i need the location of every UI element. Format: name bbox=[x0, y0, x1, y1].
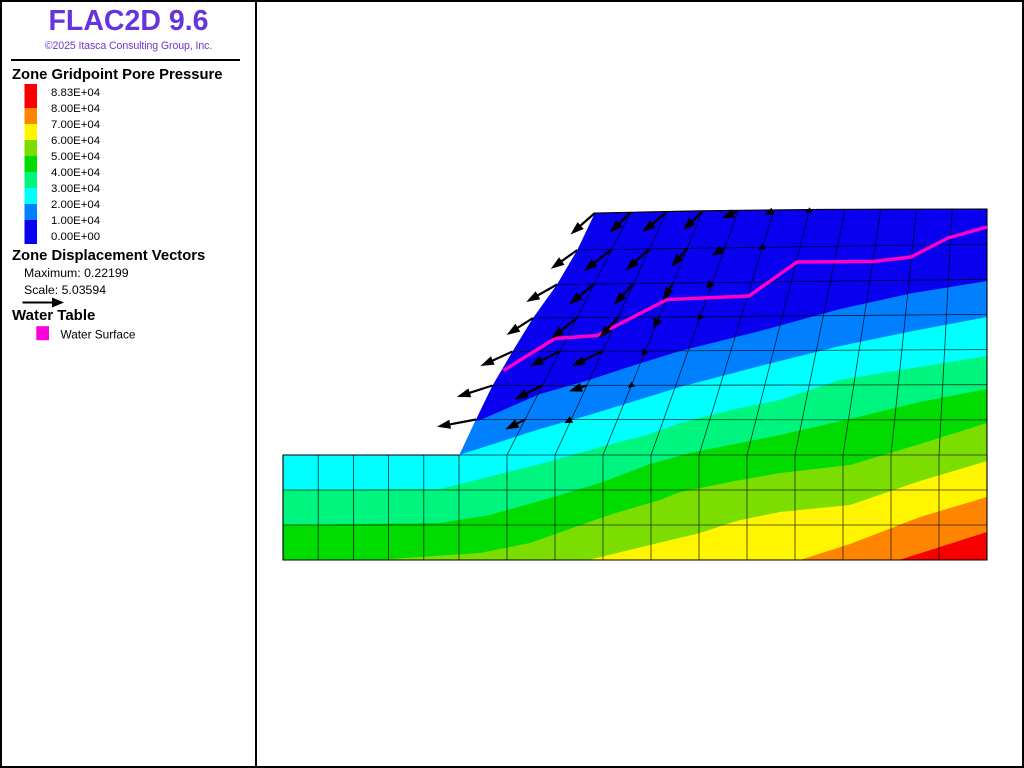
svg-text:4.00E+04: 4.00E+04 bbox=[51, 167, 100, 179]
svg-text:3.00E+04: 3.00E+04 bbox=[51, 183, 100, 195]
svg-text:©2025 Itasca Consulting Group,: ©2025 Itasca Consulting Group, Inc. bbox=[45, 40, 212, 52]
svg-text:7.00E+04: 7.00E+04 bbox=[51, 119, 100, 131]
svg-text:Scale: 5.03594: Scale: 5.03594 bbox=[24, 283, 106, 297]
svg-text:Zone Gridpoint Pore Pressure: Zone Gridpoint Pore Pressure bbox=[12, 67, 223, 83]
svg-text:2.00E+04: 2.00E+04 bbox=[51, 199, 100, 211]
svg-text:FLAC2D 9.6: FLAC2D 9.6 bbox=[49, 5, 209, 37]
svg-text:Maximum: 0.22199: Maximum: 0.22199 bbox=[24, 266, 129, 280]
svg-text:6.00E+04: 6.00E+04 bbox=[51, 135, 100, 147]
svg-text:Water Surface: Water Surface bbox=[61, 328, 136, 342]
svg-text:8.83E+04: 8.83E+04 bbox=[51, 87, 100, 99]
svg-text:5.00E+04: 5.00E+04 bbox=[51, 151, 100, 163]
svg-text:0.00E+00: 0.00E+00 bbox=[51, 231, 100, 243]
svg-text:1.00E+04: 1.00E+04 bbox=[51, 215, 100, 227]
svg-text:Zone Displacement Vectors: Zone Displacement Vectors bbox=[12, 248, 205, 264]
svg-text:8.00E+04: 8.00E+04 bbox=[51, 103, 100, 115]
svg-text:Water Table: Water Table bbox=[12, 307, 95, 324]
